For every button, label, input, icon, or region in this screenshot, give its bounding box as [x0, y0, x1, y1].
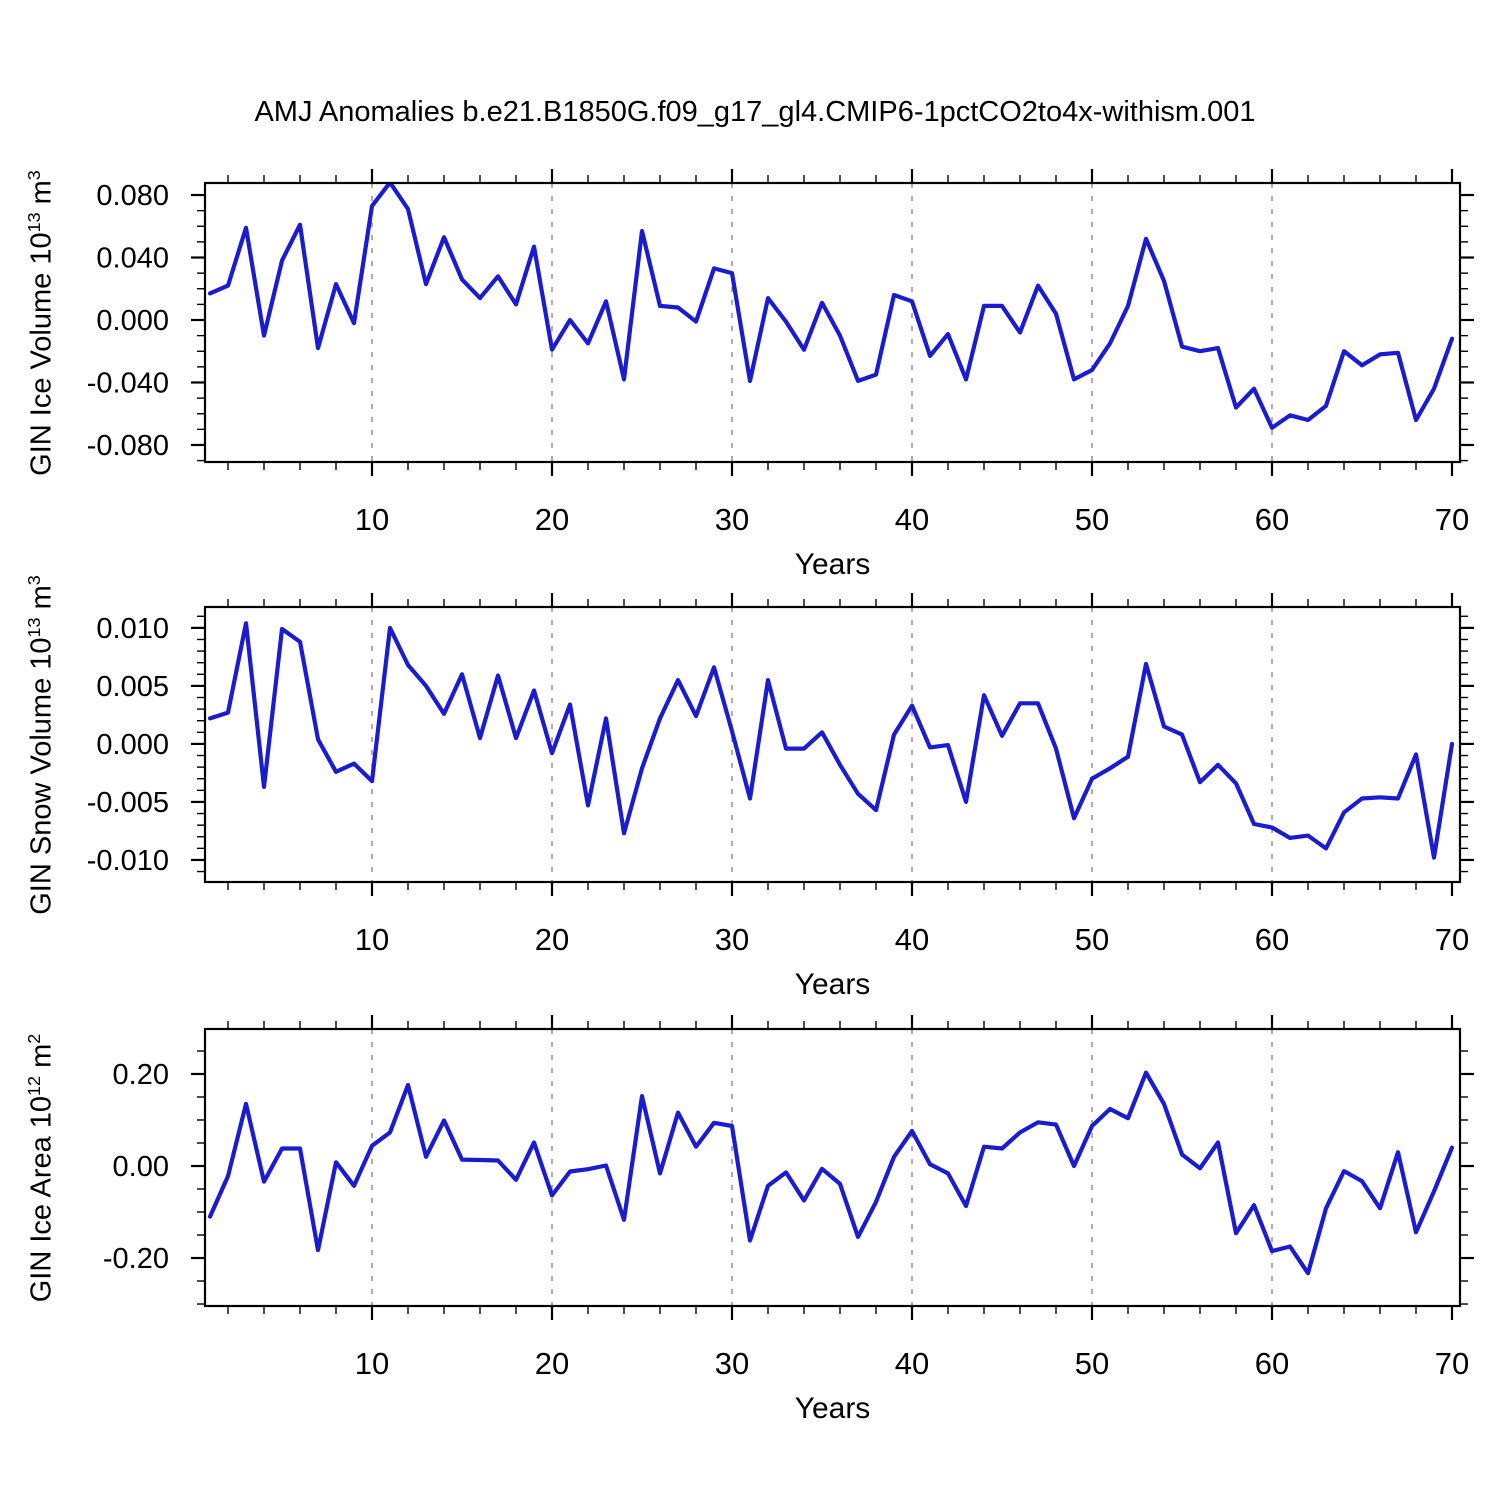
y-axis-label-exponent: 13: [24, 617, 44, 638]
series-line-gin-ice-area: [207, 1070, 1455, 1276]
y-tick-label: -0.20: [103, 1243, 169, 1275]
chart-panel-gin-ice-area: 0.20 0.00 -0.20 10 20 30 40 50 60 70 Years: [103, 1015, 1474, 1425]
x-tick-label: 30: [715, 1346, 749, 1381]
y-tick-label: 0.010: [96, 613, 169, 645]
y-tick-label: -0.005: [87, 787, 169, 819]
x-tick-label: 50: [1075, 1346, 1109, 1381]
x-tick-label: 70: [1435, 502, 1469, 537]
panel-border: [203, 605, 1462, 884]
y-axis-label-unit: m: [25, 180, 58, 213]
y-axis-label-text: GIN Ice Area 10: [25, 1095, 58, 1303]
panel-border: [203, 1027, 1462, 1308]
x-tick-label: 40: [895, 502, 929, 537]
x-tick-label: 40: [895, 922, 929, 957]
y-tick-label: -0.010: [87, 845, 169, 877]
x-axis-title: Years: [795, 968, 871, 1001]
x-tick-label: 10: [355, 922, 389, 957]
y-tick-label: 0.00: [113, 1151, 169, 1183]
y-tick-label: 0.000: [96, 729, 169, 761]
series-line-gin-snow-volume: [207, 621, 1455, 860]
chart-title: AMJ Anomalies b.e21.B1850G.f09_g17_gl4.C…: [254, 96, 1256, 128]
y-axis-label-unit: m: [25, 1043, 58, 1076]
panel-border: [203, 181, 1462, 464]
y-axis-label-ice-area: GIN Ice Area 1012 m2: [24, 858, 60, 1478]
x-tick-label: 20: [535, 502, 569, 537]
y-axis-label-exponent: 12: [24, 1075, 44, 1096]
chart-panel-gin-ice-volume: 0.080 0.040 0.000 -0.040 -0.080 10 20 30 40 50 60 7…: [87, 169, 1474, 581]
y-tick-label: 0.040: [96, 243, 169, 275]
x-tick-label: 50: [1075, 922, 1109, 957]
y-axis-label-unit-exponent: 3: [24, 170, 44, 181]
x-tick-label: 20: [535, 922, 569, 957]
series-line-gin-ice-volume: [207, 184, 1455, 430]
x-tick-label: 50: [1075, 502, 1109, 537]
y-axis-label-exponent: 13: [24, 212, 44, 233]
y-axis-label-unit: m: [25, 585, 58, 618]
y-tick-label: 0.20: [113, 1059, 169, 1091]
x-tick-label: 30: [715, 922, 749, 957]
x-tick-label: 60: [1255, 1346, 1289, 1381]
x-tick-label: 10: [355, 502, 389, 537]
y-tick-label: -0.040: [87, 367, 169, 399]
y-axis-label-unit-exponent: 3: [24, 575, 44, 586]
y-tick-label: -0.080: [87, 430, 169, 462]
x-tick-label: 60: [1255, 922, 1289, 957]
x-tick-label: 10: [355, 1346, 389, 1381]
x-tick-label: 70: [1435, 1346, 1469, 1381]
x-tick-label: 40: [895, 1346, 929, 1381]
x-tick-label: 30: [715, 502, 749, 537]
y-tick-label: 0.000: [96, 305, 169, 337]
x-tick-label: 70: [1435, 922, 1469, 957]
x-tick-label: 60: [1255, 502, 1289, 537]
y-tick-label: 0.005: [96, 671, 169, 703]
x-axis-title: Years: [795, 548, 871, 581]
y-tick-label: 0.080: [96, 180, 169, 212]
x-axis-title: Years: [795, 1392, 871, 1425]
chart-panel-gin-snow-volume: 0.010 0.005 0.000 -0.005 -0.010 10 20 30 40 50 60 7…: [87, 593, 1474, 1001]
y-axis-label-unit-exponent: 2: [24, 1033, 44, 1044]
x-tick-label: 20: [535, 1346, 569, 1381]
